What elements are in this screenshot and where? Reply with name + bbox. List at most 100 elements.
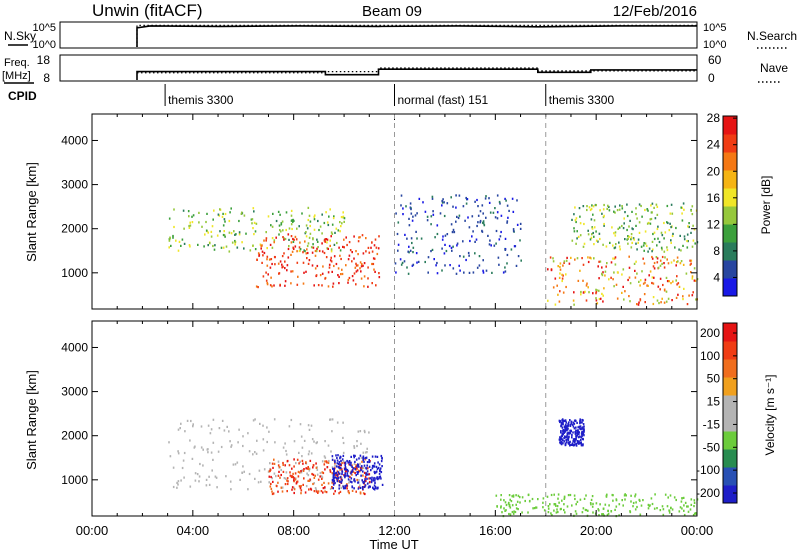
data-point [329, 244, 331, 247]
data-point [649, 270, 652, 273]
data-point [353, 454, 355, 457]
data-point [494, 207, 496, 210]
data-point [587, 260, 590, 264]
data-point [223, 429, 226, 432]
data-point [378, 235, 380, 238]
data-point [309, 220, 312, 223]
data-point [569, 429, 571, 432]
data-point [298, 249, 301, 253]
data-point [608, 205, 610, 209]
data-point [366, 473, 369, 476]
data-point [271, 246, 274, 249]
data-point [362, 480, 364, 484]
data-point [243, 470, 245, 473]
data-point [648, 247, 651, 250]
data-point [369, 480, 371, 484]
data-point [321, 250, 324, 253]
data-point [344, 461, 347, 464]
data-point [271, 285, 273, 288]
data-point [332, 472, 335, 475]
data-point [370, 469, 372, 472]
data-point [369, 477, 372, 480]
noise-left-tick-bottom: 10^0 [32, 39, 56, 51]
data-point [593, 219, 596, 222]
data-point [512, 230, 515, 233]
freq-left-unit: [MHz] [2, 70, 31, 82]
data-point [348, 479, 351, 482]
data-point [627, 242, 629, 245]
data-point [367, 285, 369, 288]
data-point [333, 478, 335, 481]
data-point [336, 473, 339, 476]
data-point [184, 430, 186, 433]
data-point [356, 269, 359, 272]
data-point [668, 511, 671, 514]
data-point [643, 242, 645, 245]
data-point [678, 248, 680, 251]
data-point [341, 472, 343, 476]
data-point [338, 275, 340, 278]
data-point [484, 197, 487, 200]
data-point [591, 226, 593, 229]
data-point [354, 460, 356, 463]
data-point [564, 430, 567, 433]
data-point [677, 293, 679, 296]
data-point [422, 201, 424, 204]
data-point [598, 277, 600, 280]
data-point [684, 501, 687, 504]
data-point [353, 487, 355, 490]
data-point [436, 272, 439, 275]
data-point [630, 500, 632, 503]
data-point [563, 440, 566, 443]
data-point [291, 467, 293, 470]
data-point [358, 470, 361, 473]
colorbar-tick-label: 100 [700, 349, 720, 363]
data-point [274, 441, 276, 444]
data-point [241, 471, 244, 474]
data-point [191, 215, 193, 218]
data-point [324, 468, 326, 471]
data-point [300, 489, 303, 492]
colorbar-frame [722, 322, 738, 504]
data-point [666, 280, 669, 283]
data-point [612, 494, 614, 497]
data-point [656, 213, 659, 216]
data-point [404, 233, 406, 236]
data-point [476, 198, 478, 202]
data-point [518, 496, 521, 499]
data-point [640, 245, 643, 248]
data-point [356, 471, 358, 474]
data-point [290, 475, 293, 479]
data-point [254, 418, 256, 421]
data-point [635, 224, 637, 227]
data-point [207, 231, 209, 234]
data-point [362, 470, 364, 473]
data-point [267, 215, 270, 218]
data-point [363, 471, 366, 474]
data-point [431, 195, 434, 198]
data-point [581, 434, 583, 437]
data-point [273, 418, 276, 421]
data-point [463, 271, 465, 274]
data-point [296, 227, 298, 230]
data-point [351, 464, 353, 467]
data-point [332, 282, 335, 285]
data-point [688, 294, 690, 297]
data-point [355, 264, 358, 267]
data-point [282, 265, 284, 268]
x-tick-label: 04:00 [177, 523, 210, 538]
data-point [570, 443, 572, 446]
data-point [331, 458, 334, 461]
data-point [243, 247, 245, 250]
data-point [304, 250, 306, 253]
data-point [575, 435, 578, 438]
data-point [257, 286, 259, 289]
data-point [615, 283, 618, 286]
data-point [293, 491, 295, 495]
data-point [661, 234, 664, 237]
data-point [279, 260, 282, 263]
data-point [339, 221, 341, 224]
data-point [342, 245, 344, 248]
data-point [434, 236, 436, 239]
data-point [687, 505, 689, 508]
